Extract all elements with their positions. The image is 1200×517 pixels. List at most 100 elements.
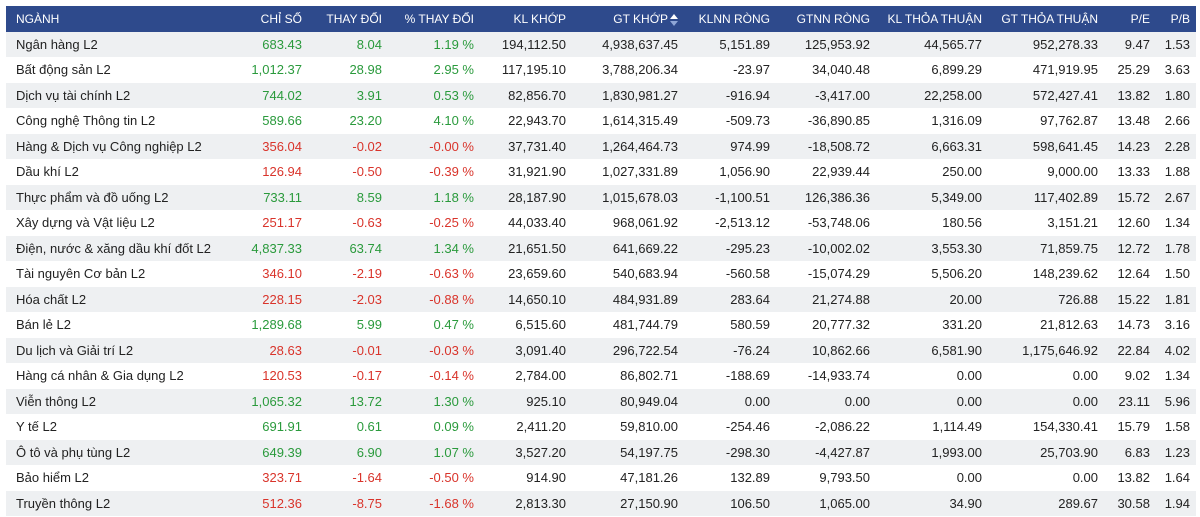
cell-sector-name[interactable]: Điện, nước & xăng dầu khí đốt L2 [6,235,238,262]
cell-gt-khop: 641,669.22 [572,235,684,262]
table-row[interactable]: Ô tô và phụ tùng L2 649.39 6.90 1.07 % 3,527… [6,439,1196,466]
cell-index: 356.04 [238,133,308,160]
cell-sector-name[interactable]: Ngân hàng L2 [6,32,238,58]
cell-pct-change: 1.18 % [388,184,480,211]
cell-sector-name[interactable]: Du lịch và Giải trí L2 [6,337,238,364]
table-row[interactable]: Xây dựng và Vật liệu L2 251.17 -0.63 -0.25 … [6,210,1196,236]
cell-pct-change: 4.10 % [388,108,480,134]
header-gt-thoa-thuan[interactable]: GT THỎA THUẬN [988,6,1104,32]
cell-sector-name[interactable]: Y tế L2 [6,414,238,440]
cell-sector-name[interactable]: Tài nguyên Cơ bản L2 [6,261,238,287]
cell-gtnn-rong: 10,862.66 [776,337,876,364]
cell-pe: 15.79 [1104,414,1156,440]
cell-klnn-rong: -23.97 [684,57,776,83]
cell-gt-khop: 1,027,331.89 [572,159,684,185]
cell-pb: 1.58 [1156,414,1196,440]
cell-kl-khop: 82,856.70 [480,82,572,109]
cell-gt-khop: 80,949.04 [572,388,684,415]
table-row[interactable]: Hàng & Dịch vụ Công nghiệp L2 356.04 -0.02… [6,133,1196,160]
cell-pe: 9.47 [1104,32,1156,58]
cell-sector-name[interactable]: Dịch vụ tài chính L2 [6,82,238,109]
cell-sector-name[interactable]: Bất động sản L2 [6,57,238,83]
table-row[interactable]: Bán lẻ L2 1,289.68 5.99 0.47 % 6,515.60 481,7… [6,312,1196,338]
cell-sector-name[interactable]: Công nghệ Thông tin L2 [6,108,238,134]
cell-kl-khop: 2,784.00 [480,363,572,389]
cell-sector-name[interactable]: Xây dựng và Vật liệu L2 [6,210,238,236]
table-row[interactable]: Du lịch và Giải trí L2 28.63 -0.01 -0.03 % 3… [6,337,1196,364]
cell-index: 691.91 [238,414,308,440]
table-row[interactable]: Viễn thông L2 1,065.32 13.72 1.30 % 925.10 80… [6,388,1196,415]
table-row[interactable]: Ngân hàng L2 683.43 8.04 1.19 % 194,112.50 4,… [6,32,1196,58]
header-chi-so[interactable]: CHỈ SỐ [238,6,308,32]
cell-gt-thoa-thuan: 572,427.41 [988,82,1104,109]
header-pct-thay-doi[interactable]: % THAY ĐỔI [388,6,480,32]
table-row[interactable]: Thực phẩm và đồ uống L2 733.11 8.59 1.18 % 2… [6,184,1196,211]
table-row[interactable]: Công nghệ Thông tin L2 589.66 23.20 4.10 % 2… [6,108,1196,134]
header-thay-doi[interactable]: THAY ĐỔI [308,6,388,32]
cell-sector-name[interactable]: Bảo hiểm L2 [6,465,238,491]
cell-gt-thoa-thuan: 9,000.00 [988,159,1104,185]
cell-gt-thoa-thuan: 0.00 [988,465,1104,491]
cell-kl-thoa-thuan: 0.00 [876,363,988,389]
header-kl-thoa-thuan[interactable]: KL THỎA THUẬN [876,6,988,32]
cell-pct-change: -1.68 % [388,490,480,517]
cell-kl-khop: 6,515.60 [480,312,572,338]
table-row[interactable]: Bất động sản L2 1,012.37 28.98 2.95 % 117,19… [6,57,1196,83]
table-row[interactable]: Điện, nước & xăng dầu khí đốt L2 4,837.33… [6,235,1196,262]
cell-sector-name[interactable]: Truyền thông L2 [6,490,238,517]
cell-sector-name[interactable]: Hàng cá nhân & Gia dụng L2 [6,363,238,389]
cell-sector-name[interactable]: Bán lẻ L2 [6,312,238,338]
cell-gt-khop: 481,744.79 [572,312,684,338]
cell-change: -0.01 [308,337,388,364]
cell-sector-name[interactable]: Dầu khí L2 [6,159,238,185]
cell-kl-thoa-thuan: 6,581.90 [876,337,988,364]
header-pe[interactable]: P/E [1104,6,1156,32]
cell-gtnn-rong: 0.00 [776,388,876,415]
cell-kl-khop: 37,731.40 [480,133,572,160]
cell-sector-name[interactable]: Hàng & Dịch vụ Công nghiệp L2 [6,133,238,160]
cell-gt-khop: 484,931.89 [572,286,684,313]
table-row[interactable]: Truyền thông L2 512.36 -8.75 -1.68 % 2,813.3… [6,490,1196,517]
table-row[interactable]: Y tế L2 691.91 0.61 0.09 % 2,411.20 59,810.00… [6,414,1196,440]
cell-gt-thoa-thuan: 726.88 [988,286,1104,313]
cell-pct-change: -0.39 % [388,159,480,185]
header-kl-khop[interactable]: KL KHỚP [480,6,572,32]
table-row[interactable]: Bảo hiểm L2 323.71 -1.64 -0.50 % 914.90 47,18… [6,465,1196,491]
cell-change: -0.50 [308,159,388,185]
header-gtnn-rong[interactable]: GTNN RÒNG [776,6,876,32]
cell-sector-name[interactable]: Hóa chất L2 [6,286,238,313]
table-body: Ngân hàng L2 683.43 8.04 1.19 % 194,112.50 4,… [6,32,1196,517]
table-row[interactable]: Hàng cá nhân & Gia dụng L2 120.53 -0.17 -0.… [6,363,1196,389]
table-row[interactable]: Dầu khí L2 126.94 -0.50 -0.39 % 31,921.90 1,0… [6,159,1196,185]
header-gt-khop[interactable]: GT KHỚP [572,6,684,32]
cell-kl-thoa-thuan: 6,899.29 [876,57,988,83]
header-nganh[interactable]: NGÀNH [6,6,238,32]
table-row[interactable]: Dịch vụ tài chính L2 744.02 3.91 0.53 % 82,8… [6,82,1196,109]
cell-gt-thoa-thuan: 25,703.90 [988,439,1104,466]
cell-gtnn-rong: -10,002.02 [776,235,876,262]
table-row[interactable]: Hóa chất L2 228.15 -2.03 -0.88 % 14,650.10 48… [6,286,1196,313]
cell-sector-name[interactable]: Thực phẩm và đồ uống L2 [6,184,238,211]
cell-pb: 1.80 [1156,82,1196,109]
cell-index: 744.02 [238,82,308,109]
header-klnn-rong[interactable]: KLNN RÒNG [684,6,776,32]
cell-kl-thoa-thuan: 0.00 [876,465,988,491]
cell-gt-thoa-thuan: 117,402.89 [988,184,1104,211]
cell-kl-thoa-thuan: 44,565.77 [876,32,988,58]
cell-kl-thoa-thuan: 250.00 [876,159,988,185]
cell-pb: 1.34 [1156,363,1196,389]
cell-sector-name[interactable]: Ô tô và phụ tùng L2 [6,439,238,466]
table-row[interactable]: Tài nguyên Cơ bản L2 346.10 -2.19 -0.63 % 23… [6,261,1196,287]
cell-gtnn-rong: -2,086.22 [776,414,876,440]
cell-gtnn-rong: -18,508.72 [776,133,876,160]
cell-gt-khop: 54,197.75 [572,439,684,466]
cell-pb: 3.63 [1156,57,1196,83]
cell-kl-khop: 23,659.60 [480,261,572,287]
header-pb[interactable]: P/B [1156,6,1196,32]
cell-kl-khop: 44,033.40 [480,210,572,236]
cell-sector-name[interactable]: Viễn thông L2 [6,388,238,415]
cell-index: 1,012.37 [238,57,308,83]
sort-desc-icon[interactable] [670,13,678,26]
cell-kl-thoa-thuan: 22,258.00 [876,82,988,109]
